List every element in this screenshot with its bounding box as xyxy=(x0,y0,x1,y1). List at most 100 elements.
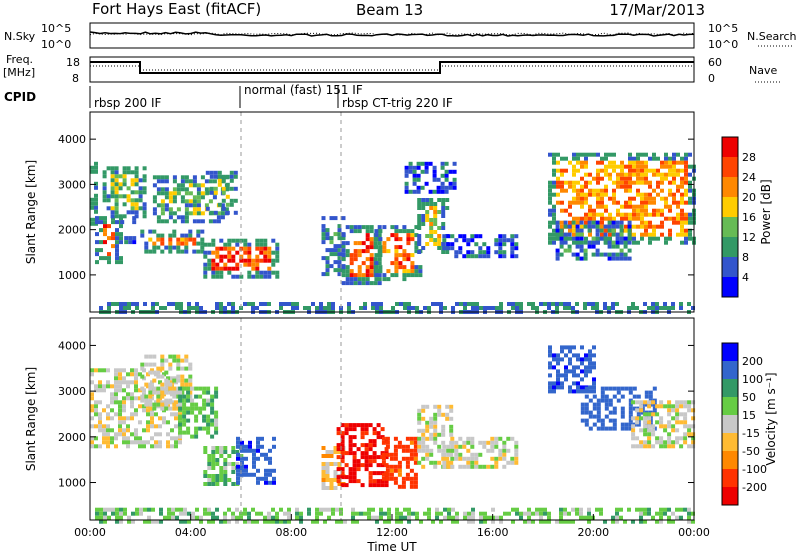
echo-cell xyxy=(620,176,624,181)
echo-cell xyxy=(329,264,334,269)
echo-cell xyxy=(424,161,429,166)
echo-cell xyxy=(683,507,687,512)
colorbar-swatch xyxy=(722,343,738,361)
echo-cell xyxy=(603,232,608,237)
echo-cell xyxy=(429,436,434,441)
echo-cell xyxy=(351,515,355,520)
echo-cell xyxy=(448,181,453,186)
echo-cell xyxy=(437,246,442,250)
echo-cell xyxy=(640,168,644,173)
echo-cell xyxy=(466,436,471,441)
echo-cell xyxy=(463,515,467,520)
echo-cell xyxy=(671,302,675,306)
echo-cell xyxy=(413,452,418,457)
echo-cell xyxy=(372,451,377,456)
echo-cell xyxy=(110,214,115,219)
echo-cell xyxy=(251,302,255,306)
echo-cell xyxy=(611,232,616,237)
echo-cell xyxy=(632,240,636,245)
colorbar-swatch xyxy=(722,217,738,237)
colorbar-tick-label: 16 xyxy=(742,211,756,224)
echo-cell xyxy=(417,234,422,238)
echo-cell xyxy=(126,166,131,171)
echo-cell xyxy=(502,456,507,461)
echo-cell xyxy=(336,479,341,484)
echo-cell xyxy=(636,394,641,399)
echo-cell xyxy=(353,229,358,234)
echo-cell xyxy=(647,444,652,449)
echo-cell xyxy=(660,164,664,169)
echo-cell xyxy=(134,210,139,215)
echo-cell xyxy=(336,455,341,460)
echo-cell xyxy=(417,250,422,254)
echo-cell xyxy=(458,250,463,255)
echo-cell xyxy=(337,272,342,277)
echo-cell xyxy=(263,515,267,520)
echo-cell xyxy=(547,515,551,520)
echo-cell xyxy=(365,265,370,270)
echo-cell xyxy=(321,478,326,482)
date-title: 17/Mar/2013 xyxy=(609,1,705,19)
echo-cell xyxy=(215,250,220,255)
echo-cell xyxy=(171,507,175,512)
echo-cell xyxy=(412,169,417,174)
echo-cell xyxy=(510,250,515,255)
echo-cell xyxy=(627,224,632,229)
echo-cell xyxy=(223,511,227,516)
echo-cell xyxy=(176,245,181,250)
echo-cell xyxy=(319,302,323,306)
echo-cell xyxy=(611,256,616,261)
echo-cell xyxy=(236,452,240,457)
echo-cell xyxy=(560,357,564,362)
echo-cell xyxy=(572,389,576,394)
echo-cell xyxy=(207,511,211,516)
echo-cell xyxy=(227,246,232,251)
echo-cell xyxy=(421,416,426,421)
echo-cell xyxy=(406,257,411,262)
echo-cell xyxy=(236,436,240,441)
echo-cell xyxy=(691,436,696,441)
echo-cell xyxy=(196,191,201,196)
echo-cell xyxy=(341,233,346,238)
echo-cell xyxy=(600,426,605,431)
echo-cell xyxy=(416,161,421,166)
echo-cell xyxy=(251,266,256,271)
echo-cell xyxy=(478,234,483,239)
echo-cell xyxy=(119,224,123,229)
echo-cell xyxy=(414,269,419,274)
echo-cell xyxy=(376,435,381,440)
echo-cell xyxy=(442,452,447,457)
echo-cell xyxy=(126,436,130,441)
echo-cell xyxy=(600,216,604,221)
echo-cell xyxy=(567,248,572,253)
echo-cell xyxy=(194,430,199,435)
echo-cell xyxy=(372,439,377,444)
echo-cell xyxy=(386,269,391,274)
echo-cell xyxy=(172,406,177,411)
echo-cell xyxy=(287,507,291,512)
echo-cell xyxy=(560,188,564,193)
echo-cell xyxy=(110,396,114,401)
echo-cell xyxy=(114,444,118,449)
echo-cell xyxy=(138,436,142,441)
echo-cell xyxy=(115,248,119,253)
echo-cell xyxy=(411,306,415,310)
echo-cell xyxy=(555,220,560,225)
echo-cell xyxy=(660,180,664,185)
echo-cell xyxy=(543,519,547,524)
echo-cell xyxy=(337,260,342,265)
echo-cell xyxy=(148,390,153,395)
echo-cell xyxy=(628,422,633,427)
echo-cell xyxy=(407,519,411,524)
echo-cell xyxy=(341,257,346,262)
echo-cell xyxy=(152,354,157,359)
echo-cell xyxy=(644,180,648,185)
echo-cell xyxy=(340,451,345,456)
echo-cell xyxy=(446,464,451,469)
echo-cell xyxy=(627,220,632,225)
echo-cell xyxy=(639,519,643,524)
echo-cell xyxy=(572,228,576,233)
echo-cell xyxy=(502,238,507,243)
echo-cell xyxy=(236,476,240,481)
echo-cell xyxy=(611,519,615,524)
